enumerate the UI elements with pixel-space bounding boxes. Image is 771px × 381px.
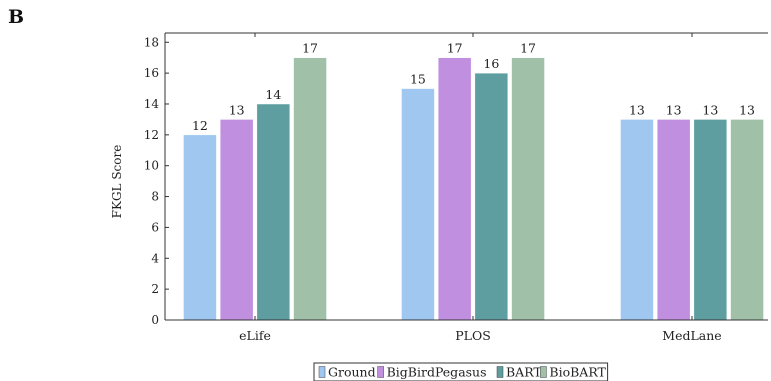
y-tick-label: 14 bbox=[144, 97, 160, 111]
x-tick-label: MedLane bbox=[662, 328, 721, 343]
bar-bart-elife bbox=[256, 103, 291, 321]
legend-box bbox=[313, 362, 609, 381]
bar-ground-medlane bbox=[620, 119, 654, 321]
y-tick-label: 0 bbox=[151, 313, 159, 327]
bar-value-label: 17 bbox=[520, 41, 536, 56]
bar-value-label: 13 bbox=[702, 102, 718, 117]
axes-layer bbox=[164, 32, 768, 321]
bar-value-label: 12 bbox=[192, 118, 208, 133]
y-ticks-layer: 0 2 4 6 8 10 12 14 16 18 bbox=[144, 35, 169, 327]
bar-bigbirdpegasus-medlane bbox=[656, 119, 691, 321]
legend-swatch-ground bbox=[318, 366, 326, 378]
y-tick-label: 12 bbox=[144, 128, 159, 142]
legend-label-bart: BART bbox=[506, 365, 542, 380]
x-tick-label: PLOS bbox=[455, 328, 491, 343]
value-labels-layer: 12 13 14 17 15 17 16 17 13 13 13 13 bbox=[192, 41, 755, 133]
bar-value-label: 17 bbox=[447, 41, 463, 56]
bar-biobart-plos bbox=[511, 57, 545, 321]
bar-value-label: 15 bbox=[410, 72, 426, 87]
bar-bart-medlane bbox=[693, 119, 728, 321]
legend-label-biobart: BioBART bbox=[549, 365, 606, 380]
legend-label-ground: Ground bbox=[328, 365, 376, 380]
bar-biobart-elife bbox=[293, 57, 327, 321]
x-tick-label: eLife bbox=[239, 328, 271, 343]
bar-biobart-medlane bbox=[730, 119, 764, 321]
panel-label: B bbox=[8, 6, 25, 28]
legend: Ground BigBirdPegasus BART BioBART bbox=[313, 362, 609, 381]
legend-swatch-biobart bbox=[540, 366, 547, 378]
bar-value-label: 14 bbox=[265, 87, 281, 102]
bar-value-label: 13 bbox=[629, 102, 645, 117]
y-tick-label: 2 bbox=[151, 282, 159, 296]
y-tick-label: 10 bbox=[144, 159, 159, 173]
bar-value-label: 17 bbox=[302, 41, 318, 56]
bars-layer bbox=[183, 57, 764, 321]
bar-bart-plos bbox=[474, 72, 509, 321]
bar-ground-elife bbox=[183, 134, 217, 321]
bar-bigbirdpegasus-elife bbox=[219, 119, 254, 321]
y-tick-label: 4 bbox=[151, 251, 159, 265]
legend-swatch-bart bbox=[496, 366, 504, 378]
legend-label-bigbirdpegasus: BigBirdPegasus bbox=[387, 365, 487, 380]
y-axis-label: FKGL Score bbox=[110, 145, 124, 219]
bar-value-label: 16 bbox=[483, 56, 499, 71]
bar-value-label: 13 bbox=[229, 102, 245, 117]
y-tick-label: 18 bbox=[144, 35, 159, 49]
bar-value-label: 13 bbox=[739, 102, 755, 117]
y-tick-label: 16 bbox=[144, 66, 159, 80]
bar-bigbirdpegasus-plos bbox=[437, 57, 472, 321]
bar-ground-plos bbox=[401, 88, 435, 321]
legend-swatch-bigbirdpegasus bbox=[377, 366, 384, 378]
y-tick-label: 6 bbox=[151, 220, 159, 234]
x-ticks-layer: eLife PLOS MedLane bbox=[239, 33, 722, 343]
y-tick-label: 8 bbox=[151, 190, 159, 204]
bar-value-label: 13 bbox=[666, 102, 682, 117]
